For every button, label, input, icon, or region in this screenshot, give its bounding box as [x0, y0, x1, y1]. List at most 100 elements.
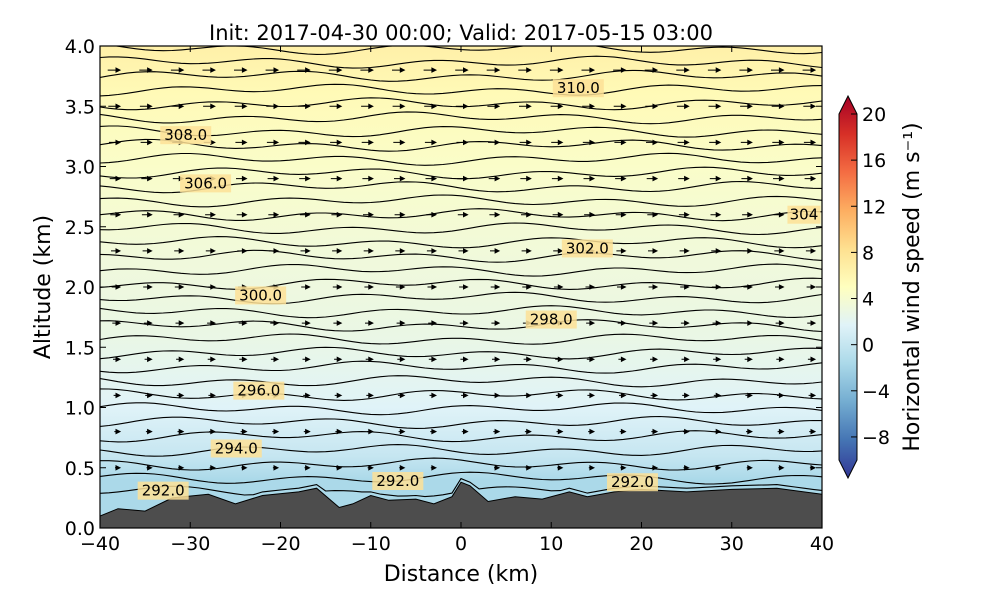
wind-vector — [178, 464, 185, 471]
wind-vector — [711, 248, 722, 254]
wind-vector — [651, 428, 659, 435]
wind-vector — [746, 428, 753, 435]
wind-vector — [773, 175, 785, 182]
wind-vector — [397, 392, 406, 399]
x-tick-label: 0 — [455, 533, 467, 555]
wind-vector — [586, 356, 596, 363]
wind-vector — [334, 392, 343, 399]
wind-vector — [646, 139, 659, 146]
contour-label-bg — [210, 439, 262, 458]
isentrope-line — [100, 471, 822, 485]
wind-vector — [613, 67, 627, 73]
wind-vector — [742, 248, 753, 254]
wind-vector — [234, 67, 248, 73]
isentrope-line — [100, 125, 822, 138]
wind-vector — [618, 356, 627, 363]
isentrope-line — [100, 415, 822, 429]
isentrope-line — [100, 152, 822, 166]
y-tick-label: 3.5 — [65, 96, 95, 118]
wind-vector — [775, 284, 785, 290]
wind-vector — [620, 464, 627, 471]
contour-label-bg — [180, 174, 232, 193]
wind-vector — [807, 320, 817, 326]
wind-vector — [115, 464, 122, 471]
wind-vector — [491, 320, 501, 326]
wind-vector — [364, 284, 374, 290]
wind-vector — [551, 175, 564, 182]
wind-vector — [775, 320, 785, 326]
wind-vector — [205, 248, 216, 254]
wind-vector — [648, 284, 659, 290]
wind-vector — [683, 464, 690, 471]
contour-label: 310.0 — [557, 79, 600, 97]
colorbar-ticks: −8 −4 0 4 8 12 16 20 — [851, 104, 890, 449]
isentrope-line — [100, 194, 822, 208]
wind-vector — [486, 67, 501, 73]
wind-vector — [493, 428, 501, 435]
wind-vector — [202, 67, 216, 73]
wind-vector — [740, 139, 753, 146]
wind-vector — [710, 211, 722, 218]
wind-vector — [744, 320, 753, 326]
wind-vector — [141, 211, 153, 218]
wind-vector — [494, 464, 501, 471]
wind-vector — [556, 428, 564, 435]
wind-vector — [367, 428, 374, 435]
wind-vector — [613, 103, 627, 110]
wind-vector — [523, 356, 532, 363]
wind-vector — [395, 248, 406, 254]
wind-vector — [268, 248, 280, 254]
wind-vector — [771, 103, 785, 110]
wind-vector — [235, 139, 248, 146]
colorbar-tick-label: 8 — [862, 242, 874, 264]
isentrope-line — [100, 375, 822, 388]
wind-vector — [266, 103, 280, 110]
wind-vector — [492, 392, 501, 399]
wind-vector — [362, 175, 374, 182]
wind-vector — [109, 139, 122, 146]
wind-vector — [430, 428, 438, 435]
wind-vector — [676, 67, 690, 73]
wind-vector — [650, 392, 659, 399]
wind-vector — [525, 464, 532, 471]
wind-vector — [396, 320, 406, 326]
contour-label: 306.0 — [184, 174, 227, 192]
wind-vector — [680, 320, 690, 326]
wind-vector — [616, 248, 627, 254]
wind-vector — [176, 356, 185, 363]
plot-area: 310.0308.0306.0304302.0300.0298.0296.029… — [65, 36, 834, 555]
wind-vector — [299, 211, 311, 218]
colorbar-tick-label: 0 — [862, 335, 874, 357]
isentrope-contours — [100, 46, 822, 498]
wind-vector — [617, 320, 627, 326]
colorbar-tick-label: 16 — [862, 150, 886, 172]
wind-vector — [272, 464, 280, 471]
wind-vector — [430, 464, 438, 471]
wind-vector — [236, 175, 248, 182]
wind-vector — [300, 248, 311, 254]
x-axis-label: Distance (km) — [384, 562, 539, 587]
isentrope-line — [100, 208, 822, 222]
y-tick-label: 1.5 — [65, 337, 95, 359]
wind-vector — [713, 356, 722, 363]
wind-vector — [398, 428, 406, 435]
wind-vectors — [107, 67, 817, 471]
wind-vector — [142, 248, 153, 254]
wind-vector — [139, 67, 153, 73]
wind-vector — [426, 248, 438, 254]
wind-vector — [520, 175, 532, 182]
wind-vector — [455, 103, 469, 110]
isentrope-line — [100, 457, 822, 471]
wind-vector — [332, 284, 343, 290]
wind-vector — [140, 139, 153, 146]
wind-vector — [334, 356, 343, 363]
y-tick-label: 1.0 — [65, 398, 95, 420]
wind-vector — [773, 211, 785, 218]
wind-vector — [236, 211, 248, 218]
wind-vector — [427, 284, 438, 290]
wind-vector — [582, 139, 596, 146]
wind-vector — [141, 175, 153, 182]
colorbar-body — [838, 94, 858, 480]
wind-vector — [650, 356, 659, 363]
